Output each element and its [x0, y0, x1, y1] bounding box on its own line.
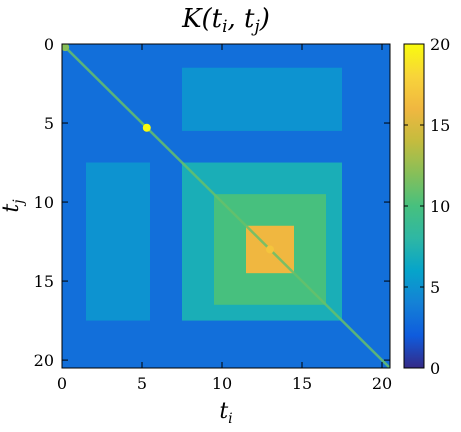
colorbar-tick-label-10: 10 — [430, 197, 450, 216]
chart-title: K(ti, tj) — [181, 4, 270, 37]
heatmap-block-1 — [86, 162, 150, 321]
y-tick-label-0: 0 — [44, 35, 54, 54]
y-axis-label: tj — [0, 199, 27, 213]
diagonal-peak-2 — [266, 245, 274, 254]
y-tick-label-10: 10 — [34, 193, 54, 212]
x-tick-label-15: 15 — [292, 374, 312, 393]
x-tick-label-10: 10 — [212, 374, 232, 393]
colorbar-tick-label-20: 20 — [430, 35, 450, 54]
diagonal-peak-0 — [62, 44, 70, 52]
x-axis-label: ti — [219, 399, 232, 427]
heatmap-block-0 — [182, 67, 342, 131]
y-tick-label-20: 20 — [34, 351, 54, 370]
x-axis: 0 5 10 15 20 — [57, 44, 392, 393]
x-tick-label-0: 0 — [57, 374, 67, 393]
y-tick-label-15: 15 — [34, 272, 54, 291]
colorbar-tick-label-15: 15 — [430, 116, 450, 135]
y-axis: 0 5 10 15 20 — [34, 35, 390, 370]
diagonal-peak-1 — [142, 123, 151, 132]
colorbar-tick-label-5: 5 — [430, 278, 440, 297]
colorbar-tick-label-0: 0 — [430, 359, 440, 378]
plot-frame — [61, 43, 391, 369]
y-tick-label-5: 5 — [44, 114, 54, 133]
colorbar-ticks: 0 5 10 15 20 — [404, 35, 450, 378]
x-tick-label-20: 20 — [372, 374, 392, 393]
diagonal-ridge — [62, 44, 390, 368]
heatmap-area — [62, 44, 390, 368]
x-tick-label-5: 5 — [137, 374, 147, 393]
